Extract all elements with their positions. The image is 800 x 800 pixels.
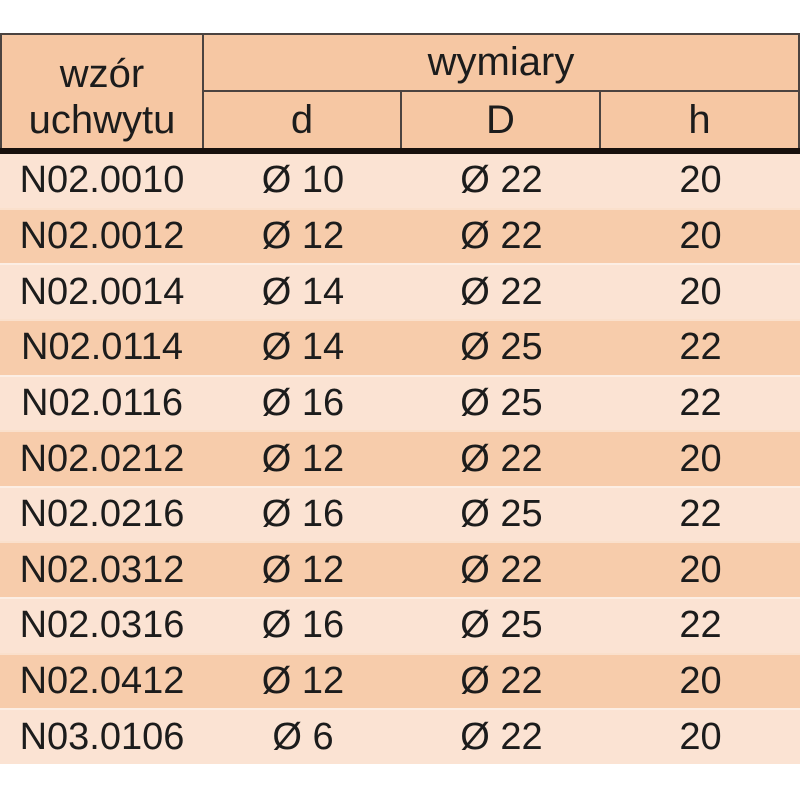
cell-D: Ø 22 xyxy=(460,437,543,480)
cell-h: 20 xyxy=(679,437,722,480)
cell-d: Ø 12 xyxy=(261,214,345,257)
header-divider-rule xyxy=(0,148,800,154)
cell-pattern: N02.0316 xyxy=(19,604,185,647)
table-row: N02.0012 Ø 12 Ø 22 20 xyxy=(0,207,800,264)
cell-d: Ø 16 xyxy=(261,604,345,647)
header-cell-pattern: wzór uchwytu xyxy=(2,35,204,148)
table-row: N02.0216 Ø 16 Ø 25 22 xyxy=(0,485,800,542)
cell-h: 22 xyxy=(679,381,722,424)
cell-h: 22 xyxy=(679,493,722,536)
table-row: N02.0316 Ø 16 Ø 25 22 xyxy=(0,597,800,653)
cell-pattern: N02.0010 xyxy=(19,159,185,202)
table-row: N02.0010 Ø 10 Ø 22 20 xyxy=(0,154,800,208)
cell-h: 20 xyxy=(679,159,722,202)
cell-h: 22 xyxy=(679,326,722,369)
header-cell-D: D xyxy=(402,92,601,148)
cell-pattern: N02.0012 xyxy=(19,214,185,257)
cell-h: 20 xyxy=(679,214,722,257)
dimensions-table: wzór uchwytu wymiary d D h N02.0010 Ø 10 Ø… xyxy=(0,33,800,765)
cell-pattern: N02.0216 xyxy=(19,493,185,536)
cell-D: Ø 22 xyxy=(460,715,543,758)
cell-D: Ø 25 xyxy=(460,381,543,424)
cell-h: 20 xyxy=(679,548,722,591)
cell-d: Ø 12 xyxy=(261,437,345,480)
cell-d: Ø 14 xyxy=(261,326,345,369)
header-pattern-line2: uchwytu xyxy=(28,97,176,142)
header-cell-h: h xyxy=(688,97,711,142)
cell-d: Ø 14 xyxy=(261,270,345,313)
cell-pattern: N02.0116 xyxy=(21,381,183,424)
table-header: wzór uchwytu wymiary d D h xyxy=(0,33,800,148)
cell-pattern: N03.0106 xyxy=(19,715,185,758)
cell-pattern: N02.0312 xyxy=(19,548,185,591)
cell-pattern: N02.0412 xyxy=(19,660,185,703)
cell-pattern: N02.0114 xyxy=(21,326,183,369)
table-row: N02.0312 Ø 12 Ø 22 20 xyxy=(0,541,800,598)
table-row: N02.0412 Ø 12 Ø 22 20 xyxy=(0,652,800,709)
cell-h: 20 xyxy=(679,660,722,703)
cell-h: 20 xyxy=(679,715,722,758)
table-row: N03.0106 Ø 6 Ø 22 20 xyxy=(0,708,800,765)
cell-h: 22 xyxy=(679,604,722,647)
cell-pattern: N02.0014 xyxy=(19,270,185,313)
table-body: N02.0010 Ø 10 Ø 22 20 N02.0012 Ø 12 Ø 22 20 N02.… xyxy=(0,154,800,765)
table-row: N02.0114 Ø 14 Ø 25 22 xyxy=(0,318,800,375)
cell-d: Ø 6 xyxy=(272,715,334,758)
cell-D: Ø 22 xyxy=(460,548,543,591)
cell-d: Ø 12 xyxy=(261,660,345,703)
cell-D: Ø 22 xyxy=(460,660,543,703)
header-cell-dimensions-group: wymiary xyxy=(204,35,798,92)
table-row: N02.0212 Ø 12 Ø 22 20 xyxy=(0,430,800,486)
cell-D: Ø 22 xyxy=(460,214,543,257)
cell-d: Ø 16 xyxy=(261,381,345,424)
cell-h: 20 xyxy=(679,270,722,313)
cell-d: Ø 10 xyxy=(261,159,345,202)
cell-d: Ø 12 xyxy=(261,548,345,591)
cell-D: Ø 25 xyxy=(460,493,543,536)
table-row: N02.0116 Ø 16 Ø 25 22 xyxy=(0,374,800,431)
cell-D: Ø 22 xyxy=(460,159,543,202)
header-pattern-line1: wzór xyxy=(59,51,145,96)
cell-D: Ø 25 xyxy=(460,326,543,369)
header-cell-d: d xyxy=(204,92,402,148)
cell-D: Ø 22 xyxy=(460,270,543,313)
cell-D: Ø 25 xyxy=(460,604,543,647)
cell-d: Ø 16 xyxy=(261,493,345,536)
cell-pattern: N02.0212 xyxy=(19,437,185,480)
table-row: N02.0014 Ø 14 Ø 22 20 xyxy=(0,263,800,319)
